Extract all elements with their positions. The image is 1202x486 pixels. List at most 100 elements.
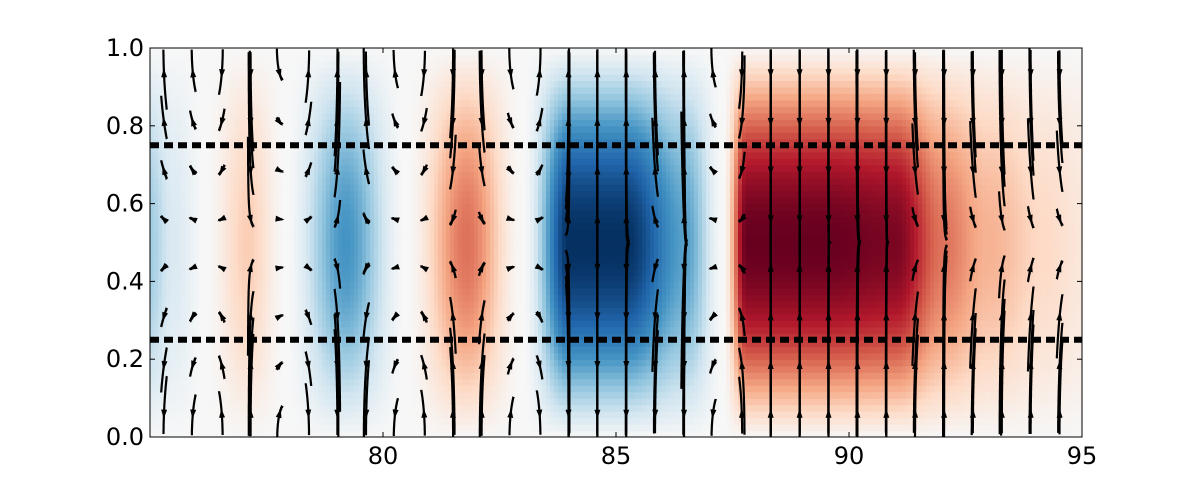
heatmap-cell xyxy=(902,307,907,315)
heatmap-cell xyxy=(406,294,411,302)
heatmap-cell xyxy=(806,300,811,308)
heatmap-cell xyxy=(1018,326,1023,334)
heatmap-cell xyxy=(878,372,883,380)
heatmap-cell xyxy=(974,307,979,315)
heatmap-cell xyxy=(270,307,275,315)
heatmap-cell xyxy=(286,430,291,437)
heatmap-cell xyxy=(766,378,771,386)
heatmap-cell xyxy=(414,378,419,386)
heatmap-cell xyxy=(1026,300,1031,308)
heatmap-cell xyxy=(918,424,923,432)
heatmap-cell xyxy=(422,372,427,380)
heatmap-cell xyxy=(370,411,375,419)
heatmap-cell xyxy=(294,294,299,302)
heatmap-cell xyxy=(982,359,987,367)
heatmap-cell xyxy=(726,391,731,399)
heatmap-cell xyxy=(930,326,935,334)
heatmap-cell xyxy=(974,385,979,393)
heatmap-cell xyxy=(902,300,907,308)
heatmap-cell xyxy=(774,411,779,419)
heatmap-cell xyxy=(154,378,159,386)
heatmap-cell xyxy=(1078,359,1082,367)
heatmap-cell xyxy=(322,346,327,354)
heatmap-cell xyxy=(842,378,847,386)
heatmap-cell xyxy=(766,417,771,425)
heatmap-cell xyxy=(786,339,791,347)
heatmap-cell xyxy=(174,359,179,367)
heatmap-cell xyxy=(882,417,887,425)
heatmap-cell xyxy=(582,404,587,412)
heatmap-cell xyxy=(962,326,967,334)
heatmap-cell xyxy=(794,411,799,419)
heatmap-cell xyxy=(806,307,811,315)
heatmap-cell xyxy=(514,365,519,373)
heatmap-cell xyxy=(602,307,607,315)
heatmap-cell xyxy=(530,372,535,380)
heatmap-cell xyxy=(734,320,739,328)
heatmap-cell xyxy=(606,333,611,341)
heatmap-cell xyxy=(510,346,515,354)
heatmap-cell xyxy=(510,430,515,437)
heatmap-cell xyxy=(326,346,331,354)
heatmap-cell xyxy=(802,320,807,328)
heatmap-cell xyxy=(170,313,175,321)
heatmap-cell xyxy=(714,385,719,393)
heatmap-cell xyxy=(1006,326,1011,334)
heatmap-cell xyxy=(922,398,927,406)
heatmap-cell xyxy=(382,398,387,406)
heatmap-cell xyxy=(702,424,707,432)
heatmap-cell xyxy=(778,326,783,334)
heatmap-cell xyxy=(778,365,783,373)
heatmap-cell xyxy=(166,398,171,406)
heatmap-cell xyxy=(930,320,935,328)
heatmap-cell xyxy=(1046,300,1051,308)
heatmap-cell xyxy=(834,411,839,419)
heatmap-cell xyxy=(286,424,291,432)
heatmap-cell xyxy=(662,339,667,347)
heatmap-cell xyxy=(870,300,875,308)
heatmap-cell xyxy=(614,359,619,367)
heatmap-cell xyxy=(1034,404,1039,412)
heatmap-cell xyxy=(514,313,519,321)
heatmap-cell xyxy=(666,424,671,432)
heatmap-cell xyxy=(402,372,407,380)
heatmap-cell xyxy=(578,300,583,308)
heatmap-cell xyxy=(466,333,471,341)
heatmap-cell xyxy=(870,346,875,354)
heatmap-cell xyxy=(174,378,179,386)
heatmap-cell xyxy=(526,307,531,315)
heatmap-cell xyxy=(214,385,219,393)
heatmap-cell xyxy=(166,411,171,419)
heatmap-cell xyxy=(170,365,175,373)
heatmap-cell xyxy=(370,294,375,302)
heatmap-cell xyxy=(358,359,363,367)
heatmap-cell xyxy=(726,424,731,432)
heatmap-cell xyxy=(190,378,195,386)
heatmap-cell xyxy=(622,424,627,432)
heatmap-cell xyxy=(598,300,603,308)
heatmap-cell xyxy=(346,385,351,393)
heatmap-cell xyxy=(206,391,211,399)
heatmap-cell xyxy=(254,359,259,367)
heatmap-cell xyxy=(646,430,651,437)
heatmap-cell xyxy=(650,333,655,341)
heatmap-cell xyxy=(554,404,559,412)
heatmap-cell xyxy=(778,378,783,386)
heatmap-cell xyxy=(558,424,563,432)
heatmap-cell xyxy=(434,398,439,406)
heatmap-cell xyxy=(746,372,751,380)
heatmap-cell xyxy=(806,346,811,354)
heatmap-cell xyxy=(514,346,519,354)
heatmap-cell xyxy=(734,391,739,399)
heatmap-cell xyxy=(1014,424,1019,432)
heatmap-cell xyxy=(978,359,983,367)
heatmap-cell xyxy=(1010,326,1015,334)
heatmap-cell xyxy=(858,359,863,367)
heatmap-cell xyxy=(650,404,655,412)
heatmap-cell xyxy=(894,385,899,393)
heatmap-cell xyxy=(394,300,399,308)
heatmap-cell xyxy=(626,339,631,347)
heatmap-cell xyxy=(770,424,775,432)
heatmap-cell xyxy=(666,404,671,412)
heatmap-cell xyxy=(930,398,935,406)
